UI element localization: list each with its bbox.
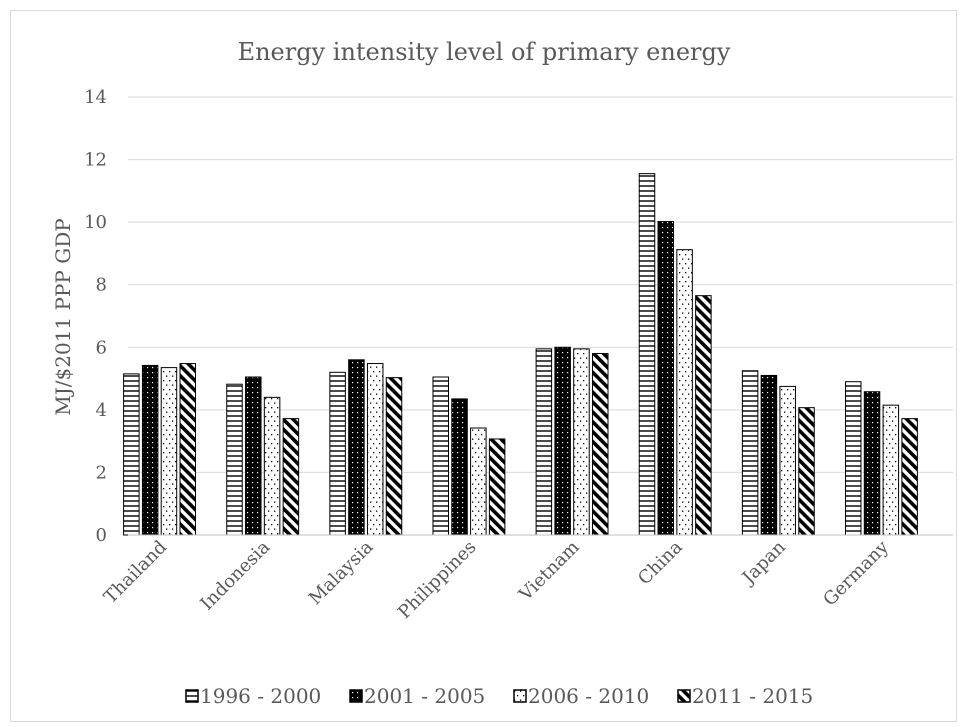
bar-indonesia-1 <box>226 383 243 536</box>
bar-japan-1 <box>741 370 759 536</box>
legend-item: 2006 - 2010 <box>513 684 649 708</box>
x-tick-label: Germany <box>819 536 893 610</box>
legend-swatch <box>677 689 691 703</box>
bar-philippines-2 <box>451 398 468 536</box>
bars <box>123 173 918 536</box>
bar-thailand-2 <box>141 364 159 536</box>
bar-japan-4 <box>798 407 815 536</box>
legend-swatch <box>513 689 527 703</box>
x-tick-label: Philippines <box>394 537 480 623</box>
bar-malaysia-1 <box>329 371 346 536</box>
bar-malaysia-2 <box>348 359 365 536</box>
bar-china-2 <box>657 221 675 536</box>
bar-thailand-4 <box>179 363 197 536</box>
y-tick-label: 10 <box>84 212 107 233</box>
x-tick-label: Thailand <box>100 537 171 608</box>
y-tick-label: 12 <box>84 150 107 171</box>
x-tick-labels: Thailand Indonesia Malaysia Philippines Viet… <box>100 536 894 623</box>
legend-label: 2011 - 2015 <box>692 684 813 708</box>
x-tick-label: Vietnam <box>515 537 584 606</box>
y-tick-label: 6 <box>96 337 107 358</box>
bar-malaysia-4 <box>385 377 403 536</box>
bar-china-3 <box>676 249 693 536</box>
bar-thailand-1 <box>123 373 140 536</box>
y-tick-label: 8 <box>96 275 107 296</box>
y-tick-label: 14 <box>84 87 107 108</box>
x-tick-label: China <box>634 537 687 590</box>
bar-indonesia-2 <box>245 376 262 536</box>
legend-swatch <box>349 689 363 703</box>
bar-malaysia-3 <box>366 363 384 536</box>
bar-philippines-1 <box>432 376 449 536</box>
bar-germany-3 <box>882 404 900 536</box>
legend-label: 2001 - 2005 <box>364 684 485 708</box>
bar-indonesia-4 <box>282 418 300 536</box>
bar-vietnam-1 <box>535 348 553 536</box>
bar-vietnam-2 <box>554 346 571 536</box>
y-axis-label: MJ/$2011 PPP GDP <box>51 218 75 415</box>
bar-japan-2 <box>760 374 778 536</box>
bar-germany-1 <box>844 381 862 536</box>
bar-germany-4 <box>901 418 918 536</box>
bar-philippines-3 <box>470 427 487 536</box>
bar-vietnam-4 <box>592 353 609 536</box>
bar-china-4 <box>695 295 712 536</box>
legend-label: 1996 - 2000 <box>200 684 321 708</box>
x-tick-label: Japan <box>737 536 790 589</box>
bar-philippines-4 <box>488 438 506 536</box>
bar-indonesia-3 <box>263 396 281 536</box>
bar-thailand-3 <box>160 367 178 536</box>
legend-item: 2011 - 2015 <box>677 684 813 708</box>
legend-label: 2006 - 2010 <box>528 684 649 708</box>
chart-frame <box>10 10 957 722</box>
legend: 1996 - 2000 2001 - 2005 2006 - 2010 2011 - … <box>185 684 813 708</box>
y-tick-labels: 0 2 4 6 8 10 12 14 <box>84 87 107 546</box>
bar-germany-2 <box>863 391 881 536</box>
y-tick-label: 0 <box>96 525 107 546</box>
x-tick-label: Malaysia <box>305 536 378 609</box>
legend-item: 1996 - 2000 <box>185 684 321 708</box>
legend-item: 2001 - 2005 <box>349 684 485 708</box>
x-tick-label: Indonesia <box>196 537 274 615</box>
bar-japan-3 <box>779 385 796 536</box>
y-tick-label: 2 <box>96 462 107 483</box>
legend-swatch <box>185 689 199 703</box>
chart-title: Energy intensity level of primary energy <box>238 38 731 66</box>
bar-china-1 <box>638 173 656 536</box>
bar-vietnam-3 <box>573 348 590 536</box>
y-tick-label: 4 <box>96 400 107 421</box>
